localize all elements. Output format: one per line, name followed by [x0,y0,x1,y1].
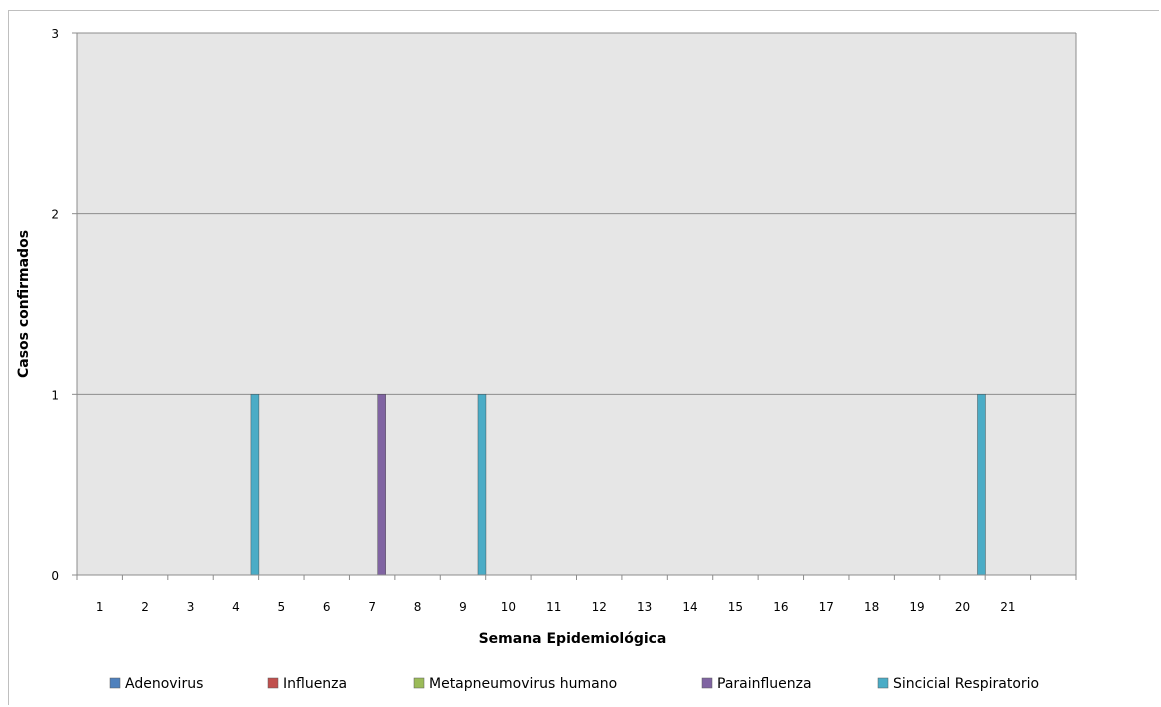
x-tick-label: 15 [728,600,743,614]
chart-frame [8,10,1159,705]
legend-label: Influenza [283,676,347,692]
x-tick-label: 4 [232,600,240,614]
legend: Adenovirus Influenza Metapneumovirus human… [109,676,1039,692]
x-tick-label: 3 [187,600,195,614]
legend-label: Parainfluenza [717,676,812,692]
x-tick-label: 10 [501,600,516,614]
legend-swatch [701,677,713,689]
x-tick-label: 9 [459,600,467,614]
legend-label: Metapneumovirus humano [429,676,617,692]
x-tick-label: 11 [546,600,561,614]
x-axis-title: Semana Epidemiológica [479,631,667,647]
x-tick-label: 18 [864,600,879,614]
x-tick-label: 14 [682,600,697,614]
bar-sincicial-respiratorio [977,394,986,576]
legend-label: Adenovirus [125,676,203,692]
x-tick-label: 21 [1000,600,1015,614]
legend-swatch [267,677,279,689]
y-axis-title: Casos confirmados [16,230,32,378]
x-tick-label: 20 [955,600,970,614]
legend-swatch [877,677,889,689]
x-tick-label: 8 [414,600,422,614]
x-tick-label: 5 [278,600,286,614]
x-tick-label: 17 [819,600,834,614]
x-tick-label: 1 [96,600,104,614]
bar-parainfluenza [377,394,386,576]
legend-swatch [109,677,121,689]
x-tick-label: 16 [773,600,788,614]
legend-swatch [413,677,425,689]
bar-sincicial-respiratorio [250,394,260,576]
x-tick-labels: 1 2 3 4 5 6 7 8 9 10 11 12 13 14 15 16 17 18 19 20 21 [96,600,1016,614]
x-tick-label: 7 [368,600,376,614]
axes [72,32,1077,580]
plot-area [77,33,1076,575]
x-tick-label: 12 [592,600,607,614]
x-tick-label: 2 [141,600,149,614]
y-tick-label: 0 [51,569,59,583]
x-tick-label: 19 [909,600,924,614]
y-tick-label: 3 [51,27,59,41]
gridlines [77,32,1076,395]
y-tick-label: 2 [51,208,59,222]
y-tick-label: 1 [51,388,59,402]
x-tick-label: 6 [323,600,331,614]
bar-sincicial-respiratorio [477,394,487,576]
x-tick-label: 13 [637,600,652,614]
y-tick-labels: 0 1 2 3 [51,27,59,583]
legend-label: Sincicial Respiratorio [893,676,1039,692]
